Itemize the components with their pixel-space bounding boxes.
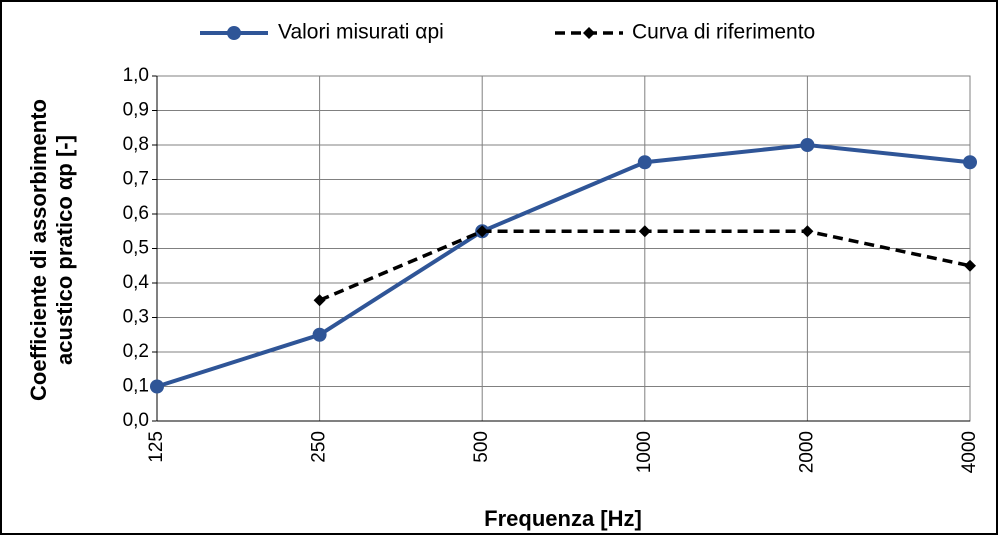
y-tick-label: 0,9 bbox=[123, 100, 149, 121]
legend-marker bbox=[583, 27, 595, 39]
y-tick-label: 0,6 bbox=[123, 203, 149, 224]
legend-label: Curva di riferimento bbox=[632, 21, 815, 44]
data-point bbox=[637, 155, 652, 170]
x-axis-title: Frequenza [Hz] bbox=[484, 506, 642, 531]
y-tick-label: 0,0 bbox=[123, 410, 149, 431]
series-line bbox=[156, 142, 971, 389]
y-tick-label: 0,7 bbox=[123, 169, 149, 190]
y-tick-label: 0,2 bbox=[123, 341, 149, 362]
y-tick-label: 1,0 bbox=[123, 65, 149, 86]
y-tick-label: 0,8 bbox=[123, 134, 149, 155]
data-point bbox=[964, 259, 976, 272]
x-tick-label: 125 bbox=[146, 431, 167, 463]
x-tick-label: 500 bbox=[471, 431, 492, 463]
y-axis-title: acustico pratico αp [-] bbox=[52, 135, 77, 365]
legend-marker bbox=[227, 26, 241, 40]
x-tick-label: 2000 bbox=[796, 431, 817, 473]
data-point bbox=[638, 225, 651, 238]
y-tick-label: 0,5 bbox=[123, 238, 149, 259]
x-tick-label: 4000 bbox=[959, 431, 980, 473]
legend-label: Valori misurati αpi bbox=[278, 21, 444, 44]
y-tick-label: 0,3 bbox=[123, 307, 149, 328]
y-axis-title: Coefficiente di assorbimento bbox=[26, 99, 51, 401]
x-tick-label: 1000 bbox=[634, 431, 655, 473]
data-point bbox=[800, 138, 815, 152]
data-point bbox=[963, 155, 977, 170]
data-point bbox=[150, 379, 164, 394]
data-point bbox=[801, 225, 814, 238]
y-tick-label: 0,4 bbox=[123, 272, 150, 293]
x-tick-label: 250 bbox=[309, 431, 330, 463]
data-point bbox=[312, 327, 327, 342]
data-point bbox=[476, 225, 489, 238]
data-point bbox=[313, 294, 326, 307]
y-tick-label: 0,1 bbox=[123, 376, 149, 397]
